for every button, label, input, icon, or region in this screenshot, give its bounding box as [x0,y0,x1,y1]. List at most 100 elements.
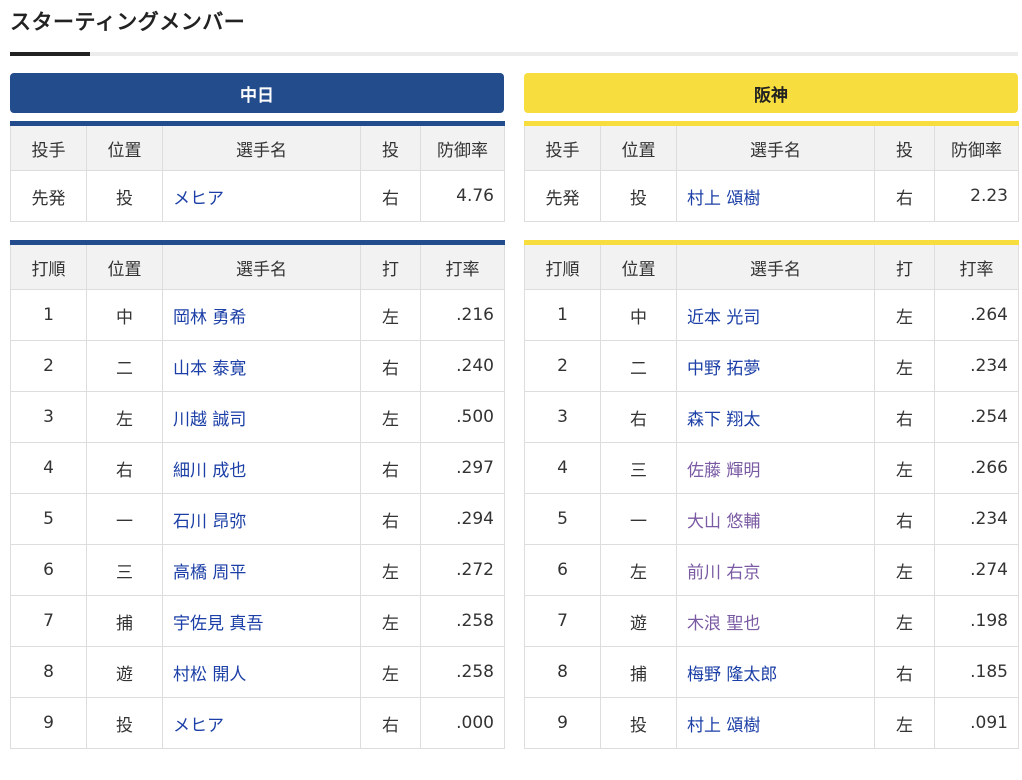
position: 左 [86,391,163,443]
batting-hand: 右 [360,493,421,545]
column-header: 選手名 [676,123,875,171]
batting-order: 6 [524,544,601,596]
batting-average: .198 [934,595,1019,647]
batting-average: .000 [420,697,505,749]
player-name-link[interactable]: 川越 誠司 [162,391,361,443]
position: 一 [86,493,163,545]
batting-hand: 左 [360,595,421,647]
batting-order: 3 [10,391,87,443]
player-name-link[interactable]: 岡林 勇希 [162,289,361,341]
batting-hand: 右 [874,493,935,545]
player-name-link[interactable]: 梅野 隆太郎 [676,646,875,698]
era-value: 2.23 [934,170,1019,222]
starting-pitcher-table: 投手 位置 選手名投防御率 先発投村上 頌樹右 2.23 [524,121,1019,222]
header-row: 打順 位置 選手名打打率 [524,242,1019,290]
throwing-hand: 右 [360,170,421,222]
pitcher-role: 先発 [10,170,87,222]
batting-order: 5 [524,493,601,545]
column-header: 位置 [600,242,677,290]
column-header: 防御率 [420,123,505,171]
batting-order: 3 [524,391,601,443]
batting-hand: 左 [360,544,421,596]
batting-order: 4 [10,442,87,494]
header-row: 投手 位置 選手名投防御率 [10,123,505,171]
header-row: 投手 位置 選手名投防御率 [524,123,1019,171]
table-row: 4 右細川 成也右 .297 [10,442,505,494]
batting-order: 6 [10,544,87,596]
player-name-link[interactable]: 村上 頌樹 [676,697,875,749]
column-header: 選手名 [676,242,875,290]
player-name-link[interactable]: 前川 右京 [676,544,875,596]
batting-order: 2 [524,340,601,392]
table-row: 8 捕梅野 隆太郎右 .185 [524,646,1019,698]
column-header: 打率 [420,242,505,290]
player-name-link[interactable]: 近本 光司 [676,289,875,341]
position: 左 [600,544,677,596]
position: 投 [600,697,677,749]
team-name-header: 中日 [10,73,504,113]
player-name-link[interactable]: メヒア [162,170,361,222]
player-name-link[interactable]: 高橋 周平 [162,544,361,596]
position: 捕 [600,646,677,698]
batting-average: .258 [420,595,505,647]
era-value: 4.76 [420,170,505,222]
position: 右 [600,391,677,443]
batting-order: 7 [524,595,601,647]
batting-average: .240 [420,340,505,392]
player-name-link[interactable]: 木浪 聖也 [676,595,875,647]
batting-average: .234 [934,493,1019,545]
player-name-link[interactable]: 細川 成也 [162,442,361,494]
team-section-away: 阪神投手 位置 選手名投防御率 先発投村上 頌樹右 2.23 打順 位置 選手名打打率 1 中近本… [524,73,1019,749]
batting-hand: 右 [360,442,421,494]
player-name-link[interactable]: 村松 開人 [162,646,361,698]
position: 投 [86,697,163,749]
position: 一 [600,493,677,545]
player-name-link[interactable]: 山本 泰寛 [162,340,361,392]
batting-average: .297 [420,442,505,494]
position: 右 [86,442,163,494]
player-name-link[interactable]: 宇佐見 真吾 [162,595,361,647]
column-header: 投 [874,123,935,171]
column-header: 選手名 [162,123,361,171]
position: 三 [86,544,163,596]
player-name-link[interactable]: 中野 拓夢 [676,340,875,392]
table-row: 7 遊木浪 聖也左 .198 [524,595,1019,647]
batting-average: .264 [934,289,1019,341]
column-header: 打順 [10,242,87,290]
batting-order: 1 [524,289,601,341]
batting-hand: 左 [874,595,935,647]
player-name-link[interactable]: メヒア [162,697,361,749]
batting-order: 7 [10,595,87,647]
starting-pitcher-table: 投手 位置 選手名投防御率 先発 投メヒア右 4.76 [10,121,505,222]
column-header: 位置 [600,123,677,171]
position: 中 [600,289,677,341]
column-header: 投手 [524,123,601,171]
batting-hand: 右 [360,340,421,392]
team-name-header: 阪神 [524,73,1018,113]
player-name-link[interactable]: 佐藤 輝明 [676,442,875,494]
batting-hand: 左 [360,289,421,341]
batting-average: .274 [934,544,1019,596]
column-header: 打順 [524,242,601,290]
batting-average: .254 [934,391,1019,443]
table-row: 先発投村上 頌樹右 2.23 [524,170,1019,222]
column-header: 打 [874,242,935,290]
player-name-link[interactable]: 大山 悠輔 [676,493,875,545]
batting-hand: 左 [874,289,935,341]
batting-hand: 左 [360,391,421,443]
team-section-home: 中日 投手 位置 選手名投防御率 先発投メヒア右 4.76 打順 位置 選手名打打率 1 中岡林 勇… [10,73,505,749]
player-name-link[interactable]: 石川 昂弥 [162,493,361,545]
column-header: 選手名 [162,242,361,290]
position: 捕 [86,595,163,647]
player-name-link[interactable]: 村上 頌樹 [676,170,875,222]
batting-average: .258 [420,646,505,698]
throwing-hand: 右 [874,170,935,222]
player-name-link[interactable]: 森下 翔太 [676,391,875,443]
column-header: 投 [360,123,421,171]
table-row: 3 左川越 誠司左 .500 [10,391,505,443]
batting-average: .185 [934,646,1019,698]
table-row: 4 三佐藤 輝明左 .266 [524,442,1019,494]
batting-hand: 右 [874,646,935,698]
table-row: 2 二中野 拓夢左 .234 [524,340,1019,392]
batting-order: 9 [10,697,87,749]
